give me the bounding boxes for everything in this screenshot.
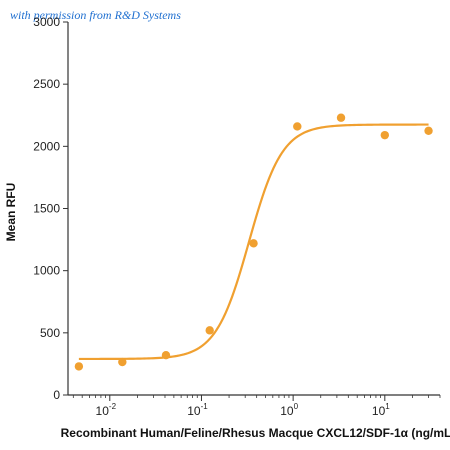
watermark-text: with permission from R&D Systems bbox=[10, 8, 181, 22]
x-tick-label: 100 bbox=[280, 402, 298, 418]
data-point bbox=[424, 126, 433, 135]
data-point bbox=[118, 357, 127, 367]
x-tick-label: 101 bbox=[372, 402, 390, 418]
data-point bbox=[336, 113, 346, 122]
y-tick-label: 3000 bbox=[33, 15, 60, 29]
points-layer bbox=[74, 113, 433, 371]
x-tick-label: 10-2 bbox=[96, 402, 117, 418]
y-tick-label: 1500 bbox=[33, 202, 60, 216]
x-axis-title: Recombinant Human/Feline/Rhesus Macque C… bbox=[61, 426, 450, 440]
data-point bbox=[249, 239, 258, 248]
x-tick-label: 10-1 bbox=[187, 402, 208, 418]
data-point bbox=[74, 362, 84, 371]
y-tick-label: 1000 bbox=[33, 264, 60, 278]
y-tick-label: 0 bbox=[53, 388, 60, 402]
data-point bbox=[380, 130, 390, 140]
y-tick-label: 2500 bbox=[33, 77, 60, 91]
axes-layer bbox=[67, 22, 440, 396]
y-axis-title: Mean RFU bbox=[4, 183, 18, 242]
data-point bbox=[293, 122, 302, 131]
y-tick-label: 500 bbox=[40, 326, 60, 340]
fit-curve bbox=[78, 123, 429, 361]
y-tick-label: 2000 bbox=[33, 139, 60, 153]
data-point bbox=[161, 351, 171, 360]
data-point bbox=[205, 326, 214, 335]
ticks-layer: 0 500 1000 1500 2000 2500 3000 10-2 10-1 100 101 bbox=[33, 15, 441, 418]
